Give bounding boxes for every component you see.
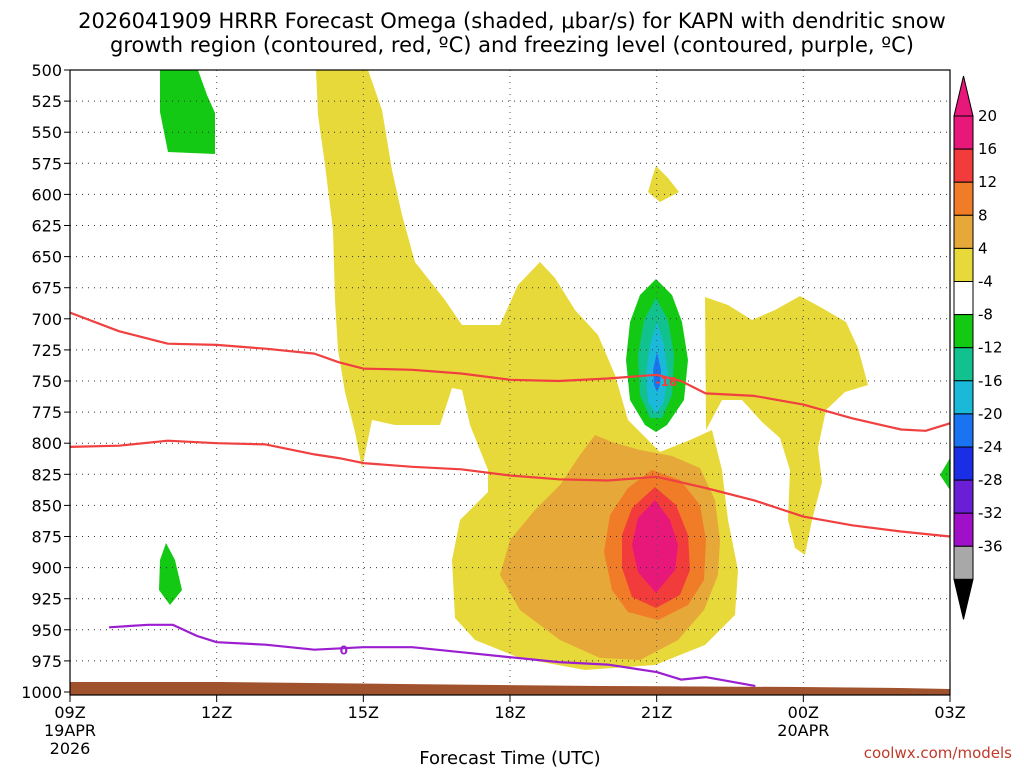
chart-title-line2: growth region (contoured, red, ºC) and f… bbox=[110, 33, 914, 57]
y-tick-label: 550 bbox=[31, 123, 62, 142]
colorbar-segment bbox=[953, 479, 974, 514]
colorbar-segment bbox=[953, 214, 974, 249]
y-tick-label: 525 bbox=[31, 92, 62, 111]
chart-title-line1: 2026041909 HRRR Forecast Omega (shaded, … bbox=[78, 9, 946, 33]
colorbar-segment bbox=[953, 314, 974, 349]
x-tick-label: 21Z bbox=[641, 703, 672, 722]
y-tick-label: 825 bbox=[31, 465, 62, 484]
colorbar-segment bbox=[953, 247, 974, 282]
x-tick-label: 18Z bbox=[494, 703, 525, 722]
colorbar-segment bbox=[953, 115, 974, 150]
x-tick-year: 2026 bbox=[50, 739, 91, 758]
colorbar-segment bbox=[953, 512, 974, 547]
colorbar-segment bbox=[953, 347, 974, 382]
yellow-small-blob bbox=[648, 166, 679, 202]
x-tick-label: 09Z bbox=[54, 703, 85, 722]
y-tick-label: 900 bbox=[31, 559, 62, 578]
colorbar-label: -12 bbox=[978, 339, 1003, 357]
contour-label-dgz-upper: -18 bbox=[656, 375, 678, 389]
colorbar: 20 16 12 8 4 -4 -8 -12 -16 -20 -24 -28 -32 -36 bbox=[953, 75, 1003, 620]
colorbar-segment bbox=[953, 281, 974, 316]
y-tick-label: 925 bbox=[31, 590, 62, 609]
contour-dgz-lower bbox=[69, 439, 951, 538]
x-tick-date: 20APR bbox=[777, 721, 829, 740]
y-tick-label: 875 bbox=[31, 528, 62, 547]
colorbar-segment bbox=[953, 413, 974, 448]
y-tick-label: 650 bbox=[31, 248, 62, 267]
y-tick-label: 700 bbox=[31, 310, 62, 329]
green-right-edge bbox=[940, 458, 950, 490]
blue-mid-column bbox=[653, 352, 661, 392]
x-tick-label: 12Z bbox=[201, 703, 232, 722]
magenta-core bbox=[632, 500, 678, 593]
colorbar-label: -28 bbox=[978, 471, 1003, 489]
y-tick-label: 775 bbox=[31, 403, 62, 422]
yellow-right-lobe bbox=[705, 296, 868, 555]
colorbar-label: 16 bbox=[978, 140, 997, 158]
colorbar-label: 12 bbox=[978, 173, 997, 191]
x-tick-label: 03Z bbox=[934, 703, 965, 722]
colorbar-label: -16 bbox=[978, 372, 1003, 390]
y-tick-label: 975 bbox=[31, 652, 62, 671]
colorbar-label: -24 bbox=[978, 438, 1003, 456]
grid-lines bbox=[70, 70, 950, 695]
x-tick-date: 19APR bbox=[44, 721, 96, 740]
y-tick-label: 1000 bbox=[21, 683, 62, 702]
colorbar-label: 8 bbox=[978, 206, 988, 224]
colorbar-segment bbox=[953, 148, 974, 183]
plot-area: -18 0 bbox=[69, 69, 951, 696]
x-tick-label: 00Z bbox=[788, 703, 819, 722]
colorbar-label: -36 bbox=[978, 537, 1003, 555]
y-tick-label: 800 bbox=[31, 434, 62, 453]
y-tick-label: 750 bbox=[31, 372, 62, 391]
y-tick-label: 950 bbox=[31, 621, 62, 640]
colorbar-label: -8 bbox=[978, 306, 993, 324]
colorbar-label: -20 bbox=[978, 405, 1003, 423]
contour-label-freezing-level: 0 bbox=[340, 644, 348, 658]
y-tick-label: 675 bbox=[31, 279, 62, 298]
colorbar-top-arrow bbox=[953, 75, 974, 117]
colorbar-segment bbox=[953, 380, 974, 415]
omega-shading bbox=[159, 70, 950, 670]
y-tick-label: 725 bbox=[31, 341, 62, 360]
x-axis-label: Forecast Time (UTC) bbox=[419, 748, 600, 768]
green-lower-left bbox=[159, 543, 182, 605]
contour-freezing-level bbox=[109, 623, 756, 687]
colorbar-segment bbox=[953, 181, 974, 216]
colorbar-segment bbox=[953, 545, 974, 580]
colorbar-label: 20 bbox=[978, 107, 997, 125]
y-tick-label: 850 bbox=[31, 496, 62, 515]
x-tick-label: 15Z bbox=[348, 703, 379, 722]
contour-dgz-upper bbox=[69, 311, 951, 432]
colorbar-segment bbox=[953, 446, 974, 481]
credit-text: coolwx.com/models bbox=[864, 744, 1012, 762]
y-tick-label: 500 bbox=[31, 61, 62, 80]
colorbar-label: -4 bbox=[978, 273, 993, 291]
y-axis-ticks: 500 525 550 575 600 625 650 675 700 725 750 775 800 8… bbox=[21, 61, 70, 702]
colorbar-bottom-arrow bbox=[953, 578, 974, 620]
y-tick-label: 625 bbox=[31, 217, 62, 236]
y-tick-label: 600 bbox=[31, 185, 62, 204]
colorbar-label: 4 bbox=[978, 239, 988, 257]
colorbar-label: -32 bbox=[978, 504, 1003, 522]
y-tick-label: 575 bbox=[31, 154, 62, 173]
temperature-contours: -18 0 bbox=[69, 311, 951, 687]
terrain bbox=[70, 682, 950, 695]
green-upper-left bbox=[160, 70, 215, 154]
